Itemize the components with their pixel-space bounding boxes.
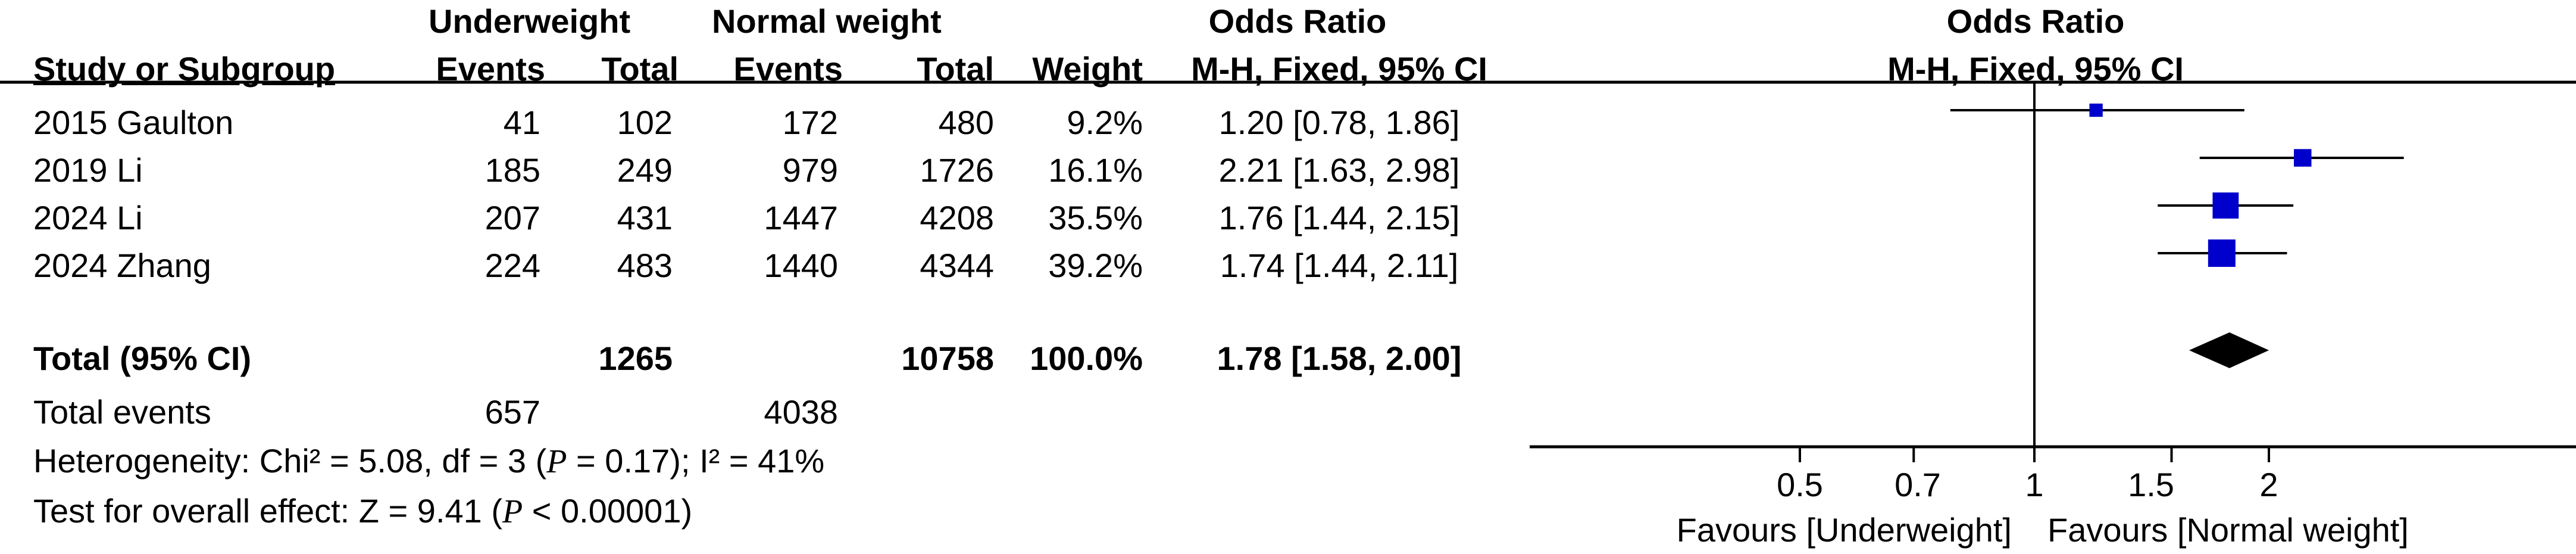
total2-value: 480	[938, 104, 994, 141]
events2-value: 172	[782, 104, 838, 141]
events2-value: 1447	[764, 199, 838, 236]
total-events1-value: 657	[484, 393, 540, 431]
total2-value: 10758	[901, 340, 994, 377]
pooled-effect-diamond	[2189, 332, 2269, 368]
total-ci-value: 1.78 [1.58, 2.00]	[1217, 340, 1462, 377]
weight-value: 16.1%	[1048, 151, 1143, 189]
axis-tick-label: 0.7	[1895, 466, 1941, 503]
method-left-header: M-H, Fixed, 95% CI	[1191, 50, 1487, 88]
favours-left-label: Favours [Underweight]	[1676, 511, 2012, 549]
study-column-header: Study or Subgroup	[33, 50, 336, 88]
total-events2-value: 4038	[764, 393, 838, 431]
total1-value: 483	[617, 247, 673, 284]
axis-tick-label: 1	[2025, 466, 2044, 503]
heterogeneity-text: Heterogeneity: Chi² = 5.08, df = 3 (P = …	[33, 442, 825, 480]
total2-value: 1726	[920, 151, 994, 189]
events1-value: 185	[484, 151, 540, 189]
ci-value: 1.76 [1.44, 2.15]	[1218, 199, 1460, 236]
odds-ratio-left-header: Odds Ratio	[1208, 2, 1387, 40]
total-weight-value: 100.0%	[1030, 340, 1143, 377]
total2-value: 4208	[920, 199, 994, 236]
total1-value: 249	[617, 151, 673, 189]
study-marker	[2208, 239, 2236, 267]
weight-value: 35.5%	[1048, 199, 1143, 236]
ci-value: 1.20 [0.78, 1.86]	[1218, 104, 1460, 141]
weight-value: 9.2%	[1067, 104, 1143, 141]
total1-value: 102	[617, 104, 673, 141]
study-marker	[2294, 149, 2312, 167]
study-name: 2024 Zhang	[33, 247, 211, 284]
overall-effect-text: Test for overall effect: Z = 9.41 (P < 0…	[33, 492, 693, 530]
total-events-label: Total events	[33, 393, 211, 431]
study-marker	[2089, 103, 2103, 117]
favours-right-label: Favours [Normal weight]	[2047, 511, 2409, 549]
normal-weight-group-header: Normal weight	[712, 2, 942, 40]
axis-tick-label: 2	[2259, 466, 2278, 503]
events2-column-header: Events	[733, 50, 843, 88]
events1-column-header: Events	[436, 50, 545, 88]
ci-value: 1.74 [1.44, 2.11]	[1220, 247, 1459, 284]
events2-value: 979	[782, 151, 838, 189]
total1-value: 431	[617, 199, 673, 236]
total1-column-header: Total	[601, 50, 679, 88]
odds-ratio-right-header: Odds Ratio	[1946, 2, 2125, 40]
method-right-header: M-H, Fixed, 95% CI	[1887, 50, 2184, 88]
study-name: 2015 Gaulton	[33, 104, 234, 141]
underweight-group-header: Underweight	[429, 2, 631, 40]
total2-column-header: Total	[917, 50, 994, 88]
ci-value: 2.21 [1.63, 2.98]	[1218, 151, 1460, 189]
axis-tick-label: 0.5	[1777, 466, 1823, 503]
total2-value: 4344	[920, 247, 994, 284]
study-name: 2019 Li	[33, 151, 143, 189]
axis-tick-label: 1.5	[2128, 466, 2174, 503]
events2-value: 1440	[764, 247, 838, 284]
weight-column-header: Weight	[1032, 50, 1143, 88]
study-name: 2024 Li	[33, 199, 143, 236]
events1-value: 224	[484, 247, 540, 284]
events1-value: 41	[503, 104, 540, 141]
total-label: Total (95% CI)	[33, 340, 252, 377]
weight-value: 39.2%	[1048, 247, 1143, 284]
study-marker	[2212, 192, 2239, 219]
total1-value: 1265	[598, 340, 673, 377]
events1-value: 207	[484, 199, 540, 236]
